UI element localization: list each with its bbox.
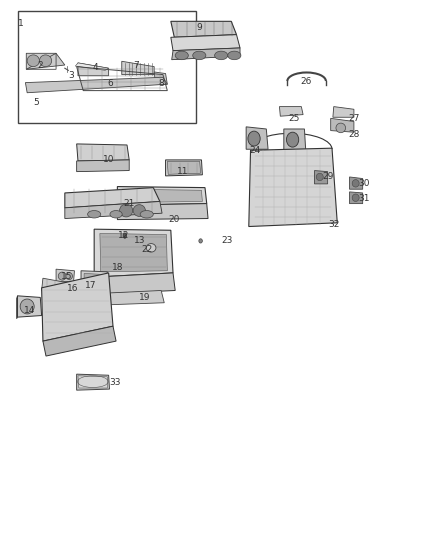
Polygon shape xyxy=(18,296,42,317)
Polygon shape xyxy=(171,21,237,37)
Ellipse shape xyxy=(27,55,39,67)
Text: 25: 25 xyxy=(289,114,300,123)
Polygon shape xyxy=(333,107,354,117)
Polygon shape xyxy=(350,177,363,189)
Polygon shape xyxy=(100,233,167,272)
Text: 17: 17 xyxy=(85,281,97,289)
Text: 9: 9 xyxy=(196,23,202,32)
Polygon shape xyxy=(75,63,109,70)
Text: 11: 11 xyxy=(177,167,189,176)
Polygon shape xyxy=(65,201,162,219)
Polygon shape xyxy=(26,53,65,69)
Text: 24: 24 xyxy=(249,146,261,155)
Polygon shape xyxy=(117,187,207,205)
Polygon shape xyxy=(65,188,160,208)
Polygon shape xyxy=(246,127,268,149)
Polygon shape xyxy=(103,79,119,85)
Text: 33: 33 xyxy=(109,378,120,387)
Ellipse shape xyxy=(133,205,145,216)
Text: 31: 31 xyxy=(359,194,370,203)
Text: 27: 27 xyxy=(348,114,360,123)
Ellipse shape xyxy=(248,131,260,146)
Polygon shape xyxy=(154,72,167,84)
Text: 23: 23 xyxy=(221,237,233,245)
Ellipse shape xyxy=(193,51,206,60)
Polygon shape xyxy=(56,269,74,281)
Polygon shape xyxy=(78,63,109,76)
Text: 18: 18 xyxy=(112,263,123,272)
Polygon shape xyxy=(17,296,18,319)
Ellipse shape xyxy=(110,211,122,218)
Polygon shape xyxy=(122,189,202,203)
Polygon shape xyxy=(249,148,337,227)
Text: 8: 8 xyxy=(158,79,164,88)
Text: 28: 28 xyxy=(348,130,360,139)
Text: 20: 20 xyxy=(169,215,180,224)
Ellipse shape xyxy=(88,211,101,218)
Polygon shape xyxy=(77,374,110,390)
Text: 2: 2 xyxy=(38,61,43,69)
Polygon shape xyxy=(77,144,129,161)
Text: 19: 19 xyxy=(139,293,150,302)
Text: 26: 26 xyxy=(300,77,311,85)
Ellipse shape xyxy=(146,244,156,252)
Polygon shape xyxy=(84,273,104,284)
Ellipse shape xyxy=(175,51,188,60)
Ellipse shape xyxy=(199,239,202,243)
Ellipse shape xyxy=(286,132,299,147)
Polygon shape xyxy=(167,161,201,174)
Ellipse shape xyxy=(316,173,323,181)
Polygon shape xyxy=(166,160,202,176)
Text: 6: 6 xyxy=(107,79,113,88)
Polygon shape xyxy=(81,271,107,287)
Polygon shape xyxy=(172,48,240,60)
Ellipse shape xyxy=(58,272,66,280)
Text: 22: 22 xyxy=(141,245,152,254)
Polygon shape xyxy=(122,61,154,75)
Text: 3: 3 xyxy=(68,71,74,80)
Ellipse shape xyxy=(215,51,228,60)
Text: 7: 7 xyxy=(133,61,139,69)
Text: 13: 13 xyxy=(134,237,145,245)
Ellipse shape xyxy=(123,233,127,238)
Ellipse shape xyxy=(336,123,346,133)
Ellipse shape xyxy=(140,211,153,218)
Text: 5: 5 xyxy=(33,98,39,107)
Polygon shape xyxy=(94,229,173,277)
Text: 16: 16 xyxy=(67,285,78,293)
Polygon shape xyxy=(171,35,240,51)
Text: 1: 1 xyxy=(18,20,24,28)
Polygon shape xyxy=(94,273,175,294)
Polygon shape xyxy=(105,290,164,305)
Ellipse shape xyxy=(39,55,52,67)
Text: 29: 29 xyxy=(322,173,333,181)
Ellipse shape xyxy=(352,180,359,187)
Text: 32: 32 xyxy=(328,221,339,229)
Polygon shape xyxy=(43,326,116,356)
Polygon shape xyxy=(78,376,107,388)
Polygon shape xyxy=(42,273,113,341)
Ellipse shape xyxy=(352,194,359,201)
Polygon shape xyxy=(350,192,363,204)
Polygon shape xyxy=(42,278,82,294)
Polygon shape xyxy=(77,160,129,172)
Polygon shape xyxy=(279,107,303,116)
Text: 12: 12 xyxy=(118,231,129,240)
Polygon shape xyxy=(331,118,354,132)
Ellipse shape xyxy=(66,273,73,279)
Polygon shape xyxy=(117,204,208,220)
Polygon shape xyxy=(25,77,167,93)
Polygon shape xyxy=(314,171,328,184)
Text: 30: 30 xyxy=(359,180,370,188)
Ellipse shape xyxy=(20,299,34,314)
Ellipse shape xyxy=(228,51,241,60)
Ellipse shape xyxy=(120,204,133,217)
Text: 15: 15 xyxy=(61,272,72,280)
Bar xyxy=(18,11,196,123)
Text: 4: 4 xyxy=(93,63,98,71)
Polygon shape xyxy=(284,129,306,150)
Text: 10: 10 xyxy=(103,156,114,164)
Text: 14: 14 xyxy=(24,306,35,314)
Text: 21: 21 xyxy=(124,199,135,208)
